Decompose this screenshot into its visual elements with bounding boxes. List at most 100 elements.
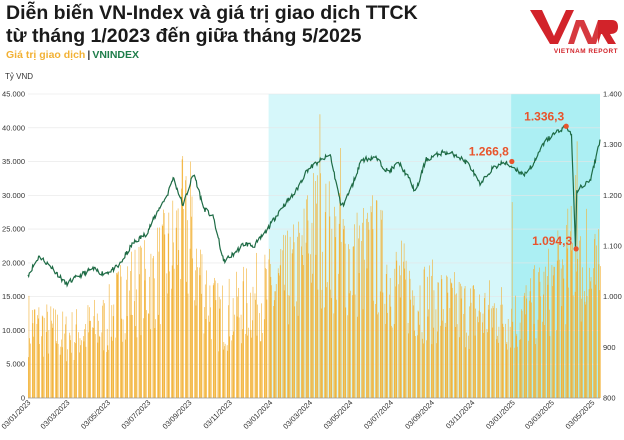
- volume-bar: [88, 332, 89, 398]
- volume-bar: [468, 349, 470, 398]
- volume-bar: [533, 323, 535, 398]
- volume-bar: [89, 320, 91, 398]
- volume-bar: [195, 305, 197, 398]
- volume-bar: [43, 356, 44, 398]
- volume-bar: [76, 309, 77, 398]
- volume-bar: [315, 254, 317, 398]
- volume-bar: [507, 318, 509, 398]
- volume-bar: [136, 337, 138, 398]
- volume-bar: [171, 265, 173, 398]
- volume-bar: [212, 285, 214, 398]
- volume-bar: [570, 231, 571, 398]
- volume-bar: [484, 298, 485, 398]
- volume-bar: [197, 267, 198, 398]
- volume-bar: [566, 224, 567, 398]
- volume-bar: [117, 272, 119, 398]
- volume-bar: [283, 234, 284, 398]
- volume-bar: [310, 254, 311, 398]
- volume-bar: [299, 232, 300, 398]
- volume-bar: [130, 314, 132, 398]
- volume-bar: [136, 289, 137, 398]
- volume-bar: [266, 299, 268, 398]
- volume-bar: [580, 321, 582, 398]
- volume-bar: [121, 318, 123, 398]
- volume-bar: [129, 290, 131, 398]
- volume-bar: [539, 281, 541, 398]
- volume-bar: [189, 248, 191, 398]
- y-left-tick-label: 45.000: [2, 90, 25, 99]
- volume-bar: [238, 287, 239, 398]
- volume-bar: [69, 335, 71, 398]
- volume-bar: [596, 245, 597, 398]
- x-tick-label: 03/03/2023: [39, 398, 72, 431]
- volume-bar: [480, 312, 481, 398]
- volume-bar: [298, 221, 300, 398]
- volume-bar: [169, 271, 170, 398]
- volume-bar: [516, 333, 518, 398]
- volume-bar: [194, 300, 195, 398]
- volume-bar: [519, 322, 521, 398]
- y-left-tick-label: 0: [21, 394, 25, 403]
- volume-bar: [214, 280, 216, 398]
- volume-bar: [162, 226, 164, 398]
- volume-bar: [288, 324, 290, 398]
- volume-bar: [126, 316, 128, 398]
- volume-bar: [366, 268, 368, 398]
- volume-bar: [497, 342, 499, 398]
- y-right-tick-label: 1.200: [603, 191, 622, 200]
- volume-bar: [493, 303, 495, 398]
- volume-bar: [419, 324, 420, 398]
- volume-bar: [412, 290, 414, 398]
- volume-bar: [139, 274, 140, 398]
- volume-bar: [444, 322, 446, 398]
- volume-bar: [256, 335, 258, 398]
- volume-bar: [461, 286, 463, 398]
- volume-bar: [382, 292, 384, 398]
- volume-bar: [185, 176, 187, 398]
- volume-bar: [417, 335, 418, 398]
- volume-bar: [201, 254, 203, 398]
- volume-bar: [301, 235, 303, 398]
- volume-bar: [234, 314, 235, 398]
- volume-bar: [152, 258, 154, 398]
- volume-bar: [368, 229, 370, 398]
- volume-bar: [241, 343, 243, 398]
- volume-bar: [280, 248, 282, 398]
- volume-bar: [354, 294, 356, 398]
- x-tick-label: 03/03/2024: [281, 398, 314, 431]
- volume-bar: [353, 246, 355, 398]
- volume-bar: [196, 248, 197, 398]
- volume-bar: [173, 268, 175, 398]
- volume-bar: [449, 308, 451, 398]
- volume-bar: [229, 336, 231, 398]
- volume-bar: [379, 291, 381, 398]
- volume-bar: [361, 240, 362, 398]
- chart-title: Diễn biến VN-Index và giá trị giao dịch …: [6, 2, 476, 48]
- volume-bar: [491, 327, 493, 398]
- volume-bar: [70, 340, 72, 398]
- volume-bar: [316, 203, 317, 398]
- volume-bar: [138, 246, 140, 398]
- volume-bar: [475, 308, 476, 398]
- volume-bar: [210, 339, 212, 398]
- volume-bar: [511, 308, 512, 398]
- volume-bar: [470, 302, 472, 398]
- volume-bar: [302, 255, 304, 398]
- volume-bar: [97, 342, 99, 398]
- volume-bar: [385, 274, 387, 398]
- volume-bar: [85, 346, 87, 398]
- volume-bar: [204, 307, 205, 398]
- volume-bar: [576, 271, 577, 398]
- volume-bar: [246, 303, 248, 398]
- volume-bar: [424, 266, 425, 398]
- volume-bar: [334, 237, 336, 398]
- volume-bar: [477, 316, 478, 398]
- volume-bar: [430, 275, 432, 398]
- volume-bar: [107, 345, 109, 398]
- volume-bar: [116, 272, 117, 398]
- volume-bar: [417, 310, 419, 398]
- volume-bar: [284, 284, 286, 398]
- volume-bar: [31, 310, 33, 398]
- volume-bar: [81, 340, 82, 398]
- volume-bar: [331, 228, 333, 398]
